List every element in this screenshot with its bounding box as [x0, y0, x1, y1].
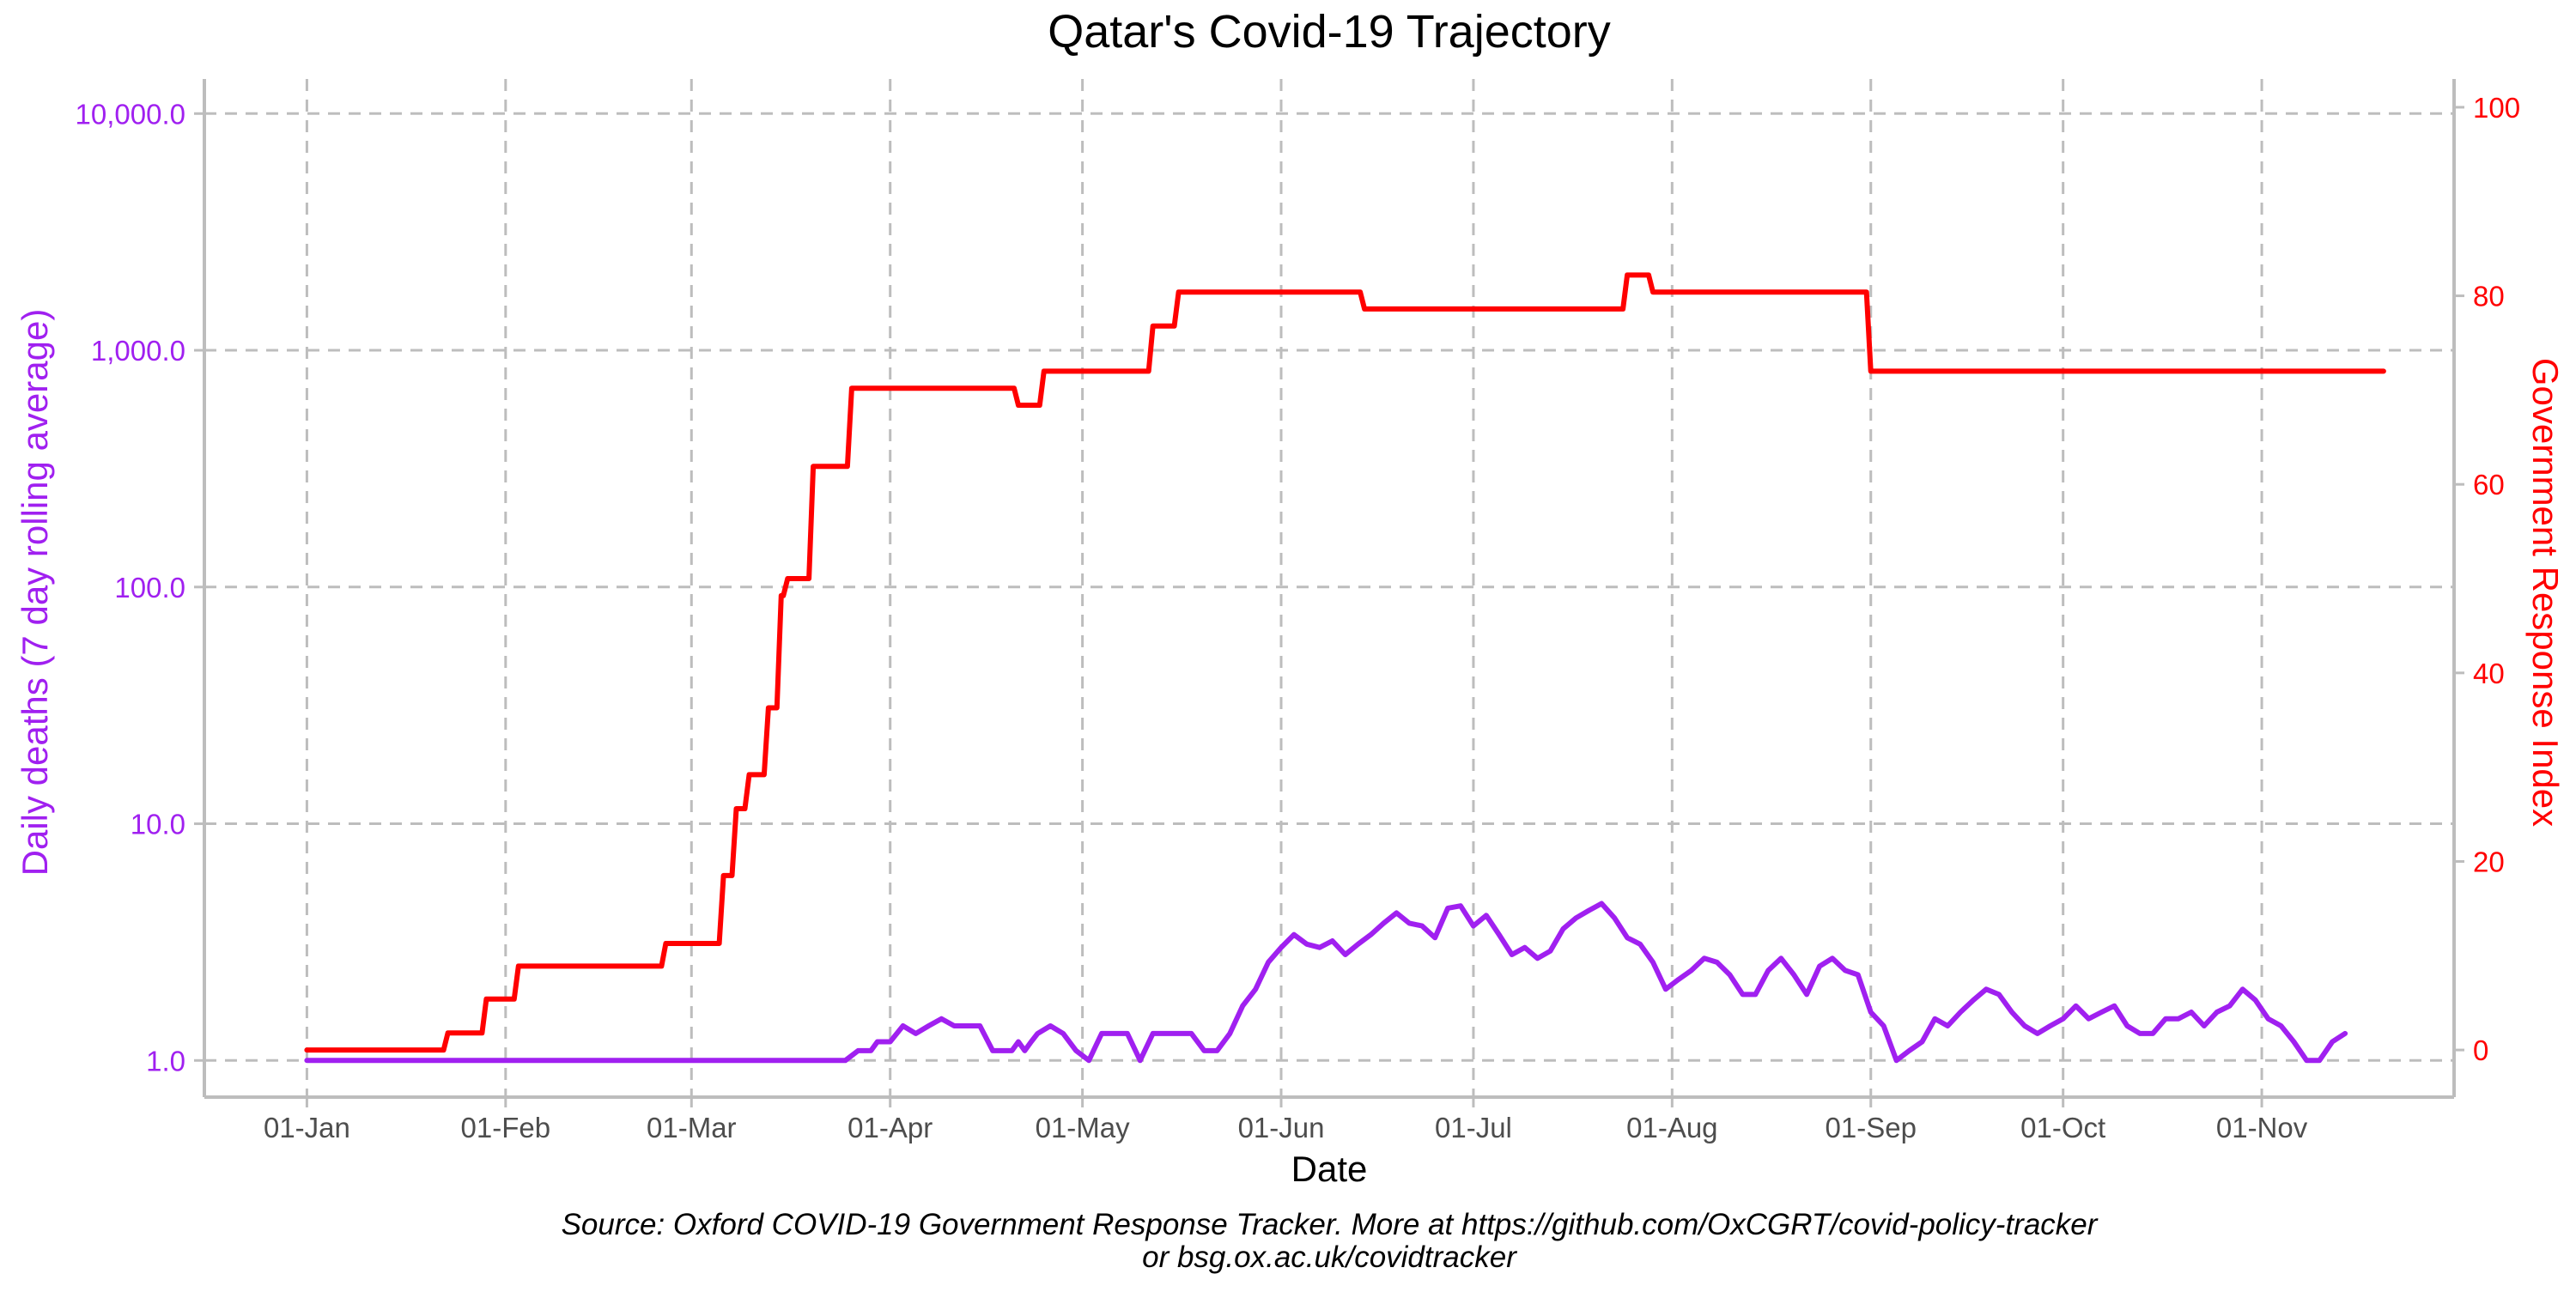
left-tick-label: 10,000.0 [76, 98, 185, 130]
right-tick-label: 0 [2473, 1034, 2488, 1066]
x-tick-label: 01-Jun [1238, 1112, 1325, 1143]
x-tick-label: 01-Aug [1626, 1112, 1717, 1143]
left-tick-label: 10.0 [131, 809, 185, 840]
right-tick-label: 60 [2473, 469, 2505, 500]
caption-line-2: or bsg.ox.ac.uk/covidtracker [1142, 1240, 1517, 1274]
right-tick-label: 20 [2473, 846, 2505, 877]
x-axis-label: Date [1291, 1149, 1368, 1189]
x-tick-label: 01-Nov [2216, 1112, 2308, 1143]
x-tick-label: 01-May [1036, 1112, 1131, 1143]
right-tick-label: 100 [2473, 92, 2520, 124]
series [304, 272, 2386, 1064]
x-tick-label: 01-Jan [264, 1112, 350, 1143]
left-axis-label: Daily deaths (7 day rolling average) [15, 309, 55, 876]
x-tick-label: 01-Sep [1826, 1112, 1917, 1143]
ticks: 01-Jan 01-Feb 01-Mar 01-Apr 01-May 01-Jun 01-J… [76, 92, 2521, 1143]
response-index-series-line [304, 272, 2386, 1053]
x-tick-label: 01-Mar [647, 1112, 737, 1143]
x-tick-label: 01-Feb [461, 1112, 551, 1143]
left-tick-label: 1.0 [146, 1045, 185, 1077]
deaths-series-line [304, 901, 2348, 1064]
right-tick-label: 40 [2473, 658, 2505, 689]
x-tick-label: 01-Oct [2020, 1112, 2105, 1143]
left-tick-label: 1,000.0 [91, 335, 185, 367]
caption-line-1: Source: Oxford COVID-19 Government Respo… [562, 1208, 2099, 1241]
x-tick-label: 01-Jul [1435, 1112, 1512, 1143]
x-tick-label: 01-Apr [848, 1112, 933, 1143]
right-tick-label: 80 [2473, 281, 2505, 312]
right-axis-label: Government Response Index [2525, 358, 2566, 827]
left-tick-label: 100.0 [114, 572, 185, 604]
chart-title: Qatar's Covid-19 Trajectory [1048, 6, 1611, 58]
